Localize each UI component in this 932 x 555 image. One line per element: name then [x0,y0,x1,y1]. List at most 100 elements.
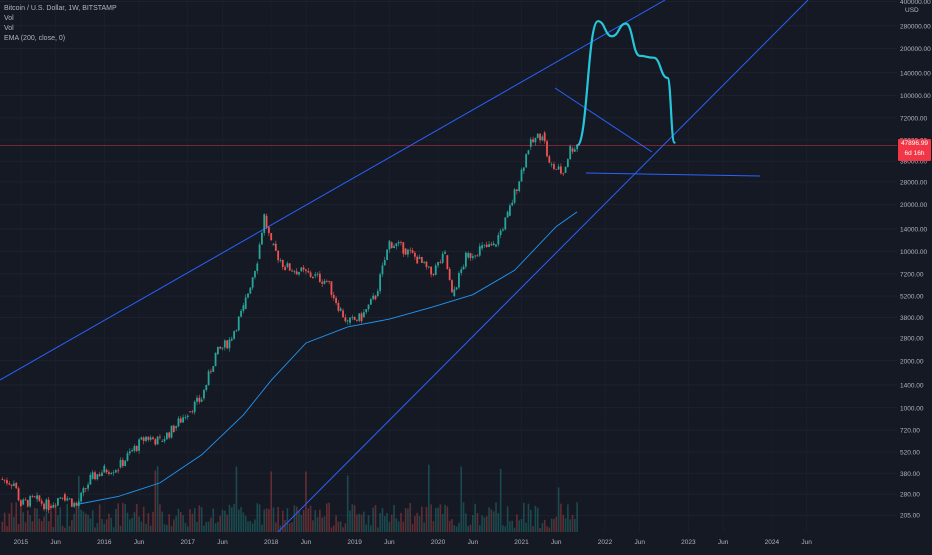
time-tick-label: 2015 [14,539,29,546]
candle-body [210,371,212,373]
volume-bar [295,506,298,532]
time-tick-label: Jun [801,539,812,546]
volume-bar [170,525,173,532]
volume-bar [425,506,428,532]
candle-body [566,159,569,167]
candle-body [342,310,344,318]
upper-channel-trendline [0,0,666,381]
candle-body [121,459,124,466]
volume-bar [365,524,368,532]
volume-bar [140,521,143,532]
volume-bar [291,522,293,532]
candle-body [504,217,507,230]
volume-bar [210,517,212,532]
volume-bar [198,505,201,532]
symbol-title[interactable]: Bitcoin / U.S. Dollar, 1W, BITSTAMP [4,5,117,12]
time-tick-label: 2019 [347,539,362,546]
candle-body [374,295,377,300]
volume-bar [346,475,349,532]
volume-bar [135,504,138,532]
volume-bar [71,520,73,532]
volume-bar [29,515,31,532]
volume-bar [326,503,328,532]
volume-bar [502,525,504,532]
volume-bar [40,521,43,532]
volume-bar [265,508,268,532]
candle-body [233,331,236,339]
candle-body [550,164,553,166]
candle-body [36,495,38,500]
candle-body [47,499,50,511]
candle-body [288,263,291,271]
time-axis[interactable]: Jun 2015 Jun 2016 Jun 2017 Jun 2018 Jun 2019 Jun 20… [0,539,813,546]
volume-bar [101,519,103,532]
price-tick-label: 10000.00 [900,249,927,256]
volume-indicator-label-2[interactable]: Vol [4,25,14,32]
candle-body [576,146,579,150]
volume-bar [279,525,282,532]
price-tick-label: 14000.00 [900,226,927,233]
candle-body [219,346,222,349]
candle-body [513,189,516,203]
volume-bar [386,512,388,532]
candle-body [66,498,69,501]
candle-body [427,266,430,268]
volume-bar [377,527,379,532]
time-tick-label: 2020 [431,539,446,546]
candle-body [170,425,173,438]
volume-bar [115,508,117,532]
candle-body [536,133,539,138]
volume-bar [395,518,398,532]
volume-bar [478,525,481,532]
last-price-value: 47896.99 [900,140,929,147]
time-tick-label: 2023 [681,539,696,546]
volume-bar [200,507,203,532]
volume-indicator-label[interactable]: Vol [4,15,14,22]
candle-body [228,339,231,349]
volume-bar [342,527,344,532]
candle-body [543,132,546,142]
volume-bar [467,526,470,532]
price-axis[interactable]: 400000.00 280000.00 200000.00 140000.00 1000… [900,0,931,520]
candle-body [411,250,414,253]
price-tick-label: 400000.00 [900,0,931,6]
candle-body [128,451,131,454]
volume-bar [66,503,69,532]
volume-bar [275,522,277,532]
candle-body [184,417,187,418]
volume-bar [339,521,342,532]
candle-body [400,242,402,243]
grid [0,1,897,516]
candle-body [474,255,477,257]
candle-body [518,181,521,191]
candle-body [17,488,20,501]
volume-bar [293,505,296,532]
candle-body [560,166,562,174]
volume-bar [142,506,145,532]
candle-body [502,229,504,231]
volume-bar [564,518,567,532]
volume-bar [156,466,159,532]
candle-body [330,281,333,295]
volume-bar [485,516,488,532]
candle-body [383,260,386,266]
candle-body [462,266,465,270]
candle-body [29,496,32,507]
candle-body [193,401,196,413]
candle-body [471,256,474,258]
volume-bar [437,507,439,532]
candle-body [244,297,247,309]
volume-bar [286,508,289,532]
candle-body [397,242,400,244]
volume-bar [154,470,157,532]
volume-bar [268,509,270,532]
volume-bar [161,511,164,532]
candle-body [105,469,108,473]
volume-bar [145,523,147,532]
ema-indicator-label[interactable]: EMA (200, close, 0) [4,35,66,42]
price-tick-label: 72000.00 [900,115,927,122]
volume-bar [548,527,551,532]
